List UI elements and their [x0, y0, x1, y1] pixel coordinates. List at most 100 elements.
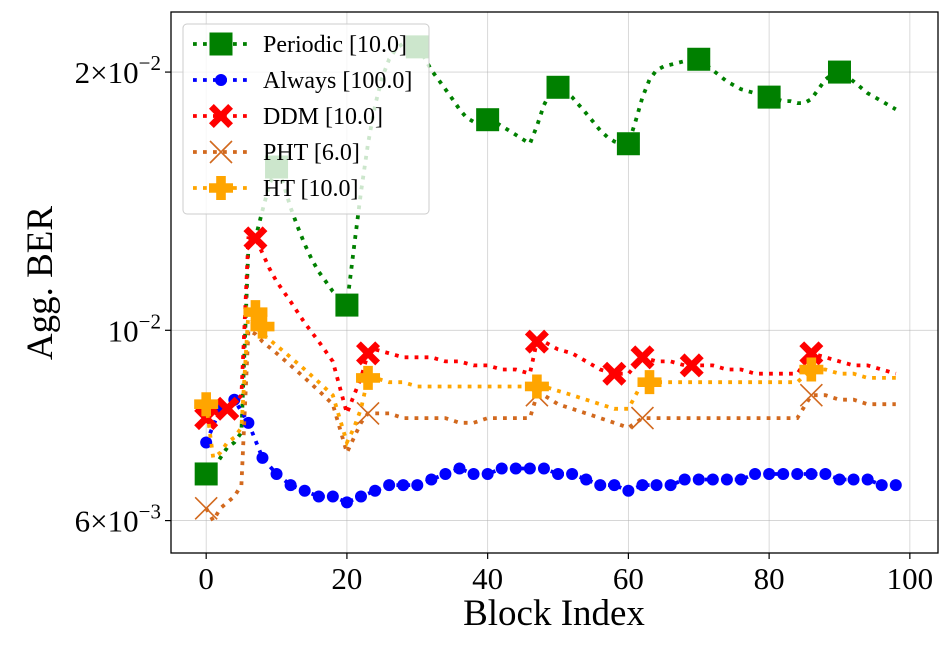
series-line	[204, 304, 896, 462]
series-layer	[194, 35, 902, 525]
series-4	[194, 300, 896, 462]
data-point	[622, 484, 635, 497]
data-point	[594, 479, 607, 492]
data-point	[734, 473, 747, 486]
y-tick-exponent: −2	[139, 51, 161, 75]
data-point	[678, 473, 691, 486]
data-point	[383, 479, 396, 492]
legend-marker	[209, 32, 233, 56]
data-point	[243, 300, 268, 325]
data-point	[552, 467, 565, 480]
y-tick-times: ×10	[90, 504, 138, 539]
y-tick-label: 2×10−2	[75, 51, 161, 90]
data-point	[476, 108, 500, 132]
data-point	[679, 353, 704, 378]
series-line	[204, 327, 896, 525]
y-tick-label: 10−2	[108, 309, 161, 348]
data-point	[242, 416, 255, 429]
data-point	[335, 293, 359, 317]
data-point	[827, 60, 851, 84]
data-point	[340, 496, 353, 509]
data-point	[298, 484, 311, 497]
data-point	[805, 467, 818, 480]
data-point	[369, 484, 382, 497]
data-point	[467, 467, 480, 480]
data-point	[546, 75, 570, 99]
data-point	[523, 462, 536, 475]
series-2	[194, 226, 897, 431]
y-tick-times: ×10	[90, 55, 138, 90]
data-point	[799, 357, 824, 382]
data-point	[312, 490, 325, 503]
data-point	[799, 341, 824, 366]
y-tick-label: 6×10−3	[75, 500, 161, 539]
data-point	[720, 473, 733, 486]
data-point	[256, 451, 269, 464]
data-point	[524, 329, 549, 354]
data-point	[861, 473, 874, 486]
y-tick-exponent: −2	[139, 309, 161, 333]
y-axis-label: Agg. BER	[20, 206, 61, 361]
data-point	[847, 473, 860, 486]
legend: Periodic [10.0] Always [100.0] DDM [10.0] P…	[182, 23, 430, 215]
legend-box	[182, 23, 430, 215]
data-point	[833, 473, 846, 486]
data-point	[791, 467, 804, 480]
series-line	[204, 397, 896, 505]
legend-entry: Periodic [10.0]	[193, 32, 407, 58]
data-point	[194, 496, 218, 520]
data-point	[243, 226, 268, 251]
plot-frame	[170, 11, 939, 554]
y-tick-mantissa: 6	[75, 504, 91, 539]
y-tick-exponent: −3	[139, 500, 161, 524]
data-point	[608, 479, 621, 492]
data-point	[566, 467, 579, 480]
y-tick-mantissa: 2	[75, 55, 91, 90]
legend-label: Always [100.0]	[263, 68, 412, 94]
data-point	[875, 479, 888, 492]
data-point	[630, 345, 655, 370]
data-point	[356, 401, 380, 425]
data-point	[354, 490, 367, 503]
data-point	[687, 47, 711, 71]
x-tick-label: 60	[613, 561, 644, 596]
legend-label: DDM [10.0]	[263, 104, 383, 130]
data-point	[636, 479, 649, 492]
data-point	[602, 361, 627, 386]
x-tick-label: 100	[887, 561, 934, 596]
data-point	[356, 365, 381, 390]
data-point	[524, 374, 549, 399]
data-point	[650, 479, 663, 492]
legend-entry: PHT [6.0]	[193, 140, 360, 166]
data-point	[630, 406, 655, 430]
legend-marker	[215, 74, 227, 86]
data-point	[692, 473, 705, 486]
data-point	[200, 436, 213, 449]
data-point	[194, 462, 218, 486]
data-point	[580, 473, 593, 486]
legend-entry: DDM [10.0]	[193, 104, 383, 130]
series-line	[205, 41, 897, 476]
data-point	[757, 85, 781, 109]
data-point	[194, 392, 219, 417]
x-tick-label: 40	[472, 561, 503, 596]
data-point	[356, 341, 381, 366]
legend-marker	[209, 140, 233, 164]
data-point	[270, 467, 283, 480]
data-point	[537, 462, 550, 475]
data-point	[819, 467, 832, 480]
data-point	[509, 462, 522, 475]
data-point	[616, 132, 640, 156]
data-point	[637, 370, 662, 395]
data-point	[763, 467, 776, 480]
data-point	[799, 383, 823, 407]
data-point	[481, 467, 494, 480]
legend-label: HT [10.0]	[263, 176, 359, 202]
data-point	[250, 314, 275, 339]
data-point	[411, 479, 424, 492]
legend-label: Periodic [10.0]	[263, 32, 407, 58]
data-point	[664, 479, 677, 492]
data-point	[749, 467, 762, 480]
